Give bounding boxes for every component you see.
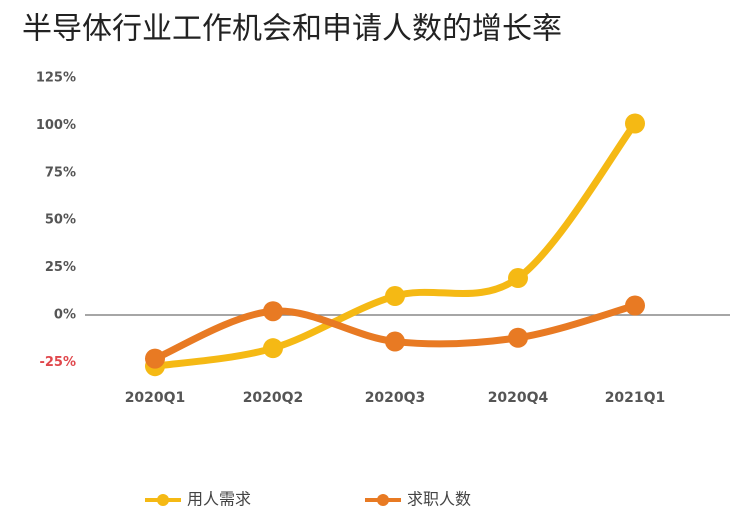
legend-marker [157, 494, 169, 506]
y-tick-label: 125% [36, 71, 76, 86]
y-tick-label: 100% [36, 118, 76, 133]
y-tick-label: 50% [45, 213, 76, 228]
point [385, 286, 405, 307]
x-tick-label: 2020Q2 [243, 390, 304, 406]
point [625, 295, 645, 316]
series-line [151, 120, 639, 370]
legend-label: 求职人数 [407, 490, 471, 509]
x-tick-label: 2021Q1 [605, 390, 666, 406]
x-tick-label: 2020Q4 [488, 390, 549, 406]
x-tick-label: 2020Q3 [365, 390, 426, 406]
y-tick-label: -25% [39, 355, 76, 370]
point [625, 113, 645, 134]
y-tick-label: 75% [45, 165, 76, 180]
x-tick-label: 2020Q1 [125, 390, 186, 406]
legend-label: 用人需求 [187, 490, 251, 509]
point [145, 348, 165, 369]
chart-title: 半导体行业工作机会和申请人数的增长率 [22, 12, 562, 47]
point [263, 338, 283, 359]
legend-marker [377, 494, 389, 506]
y-tick-label: 25% [45, 260, 76, 275]
point [508, 268, 528, 289]
y-tick-label: 0% [54, 308, 76, 323]
point [508, 327, 528, 348]
point [385, 331, 405, 352]
point [263, 301, 283, 322]
